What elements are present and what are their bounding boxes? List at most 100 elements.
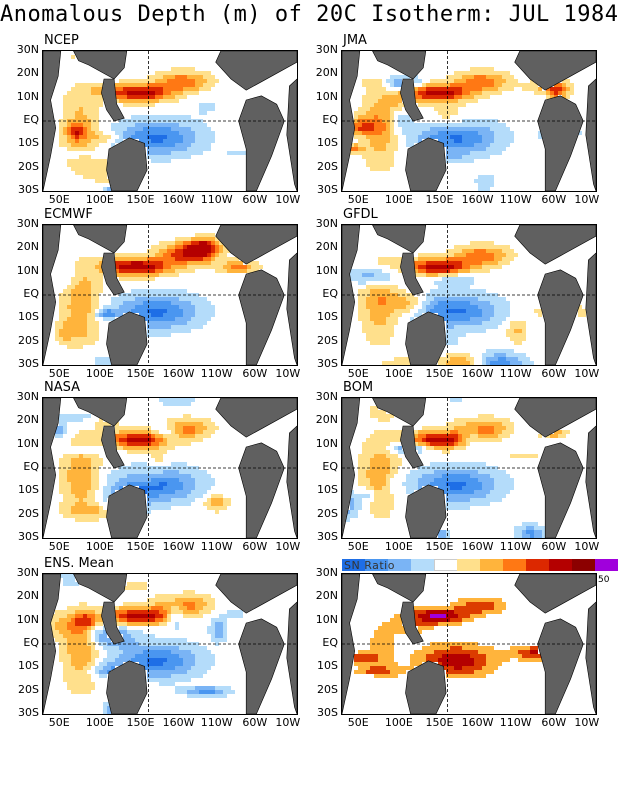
field-cell — [458, 418, 462, 422]
field-cell — [123, 434, 127, 438]
field-cell — [91, 442, 95, 446]
field-cell — [522, 530, 526, 534]
field-cell — [79, 99, 83, 103]
field-cell — [67, 494, 71, 498]
field-cell — [183, 75, 187, 79]
field-cell — [59, 622, 63, 626]
field-cell — [378, 301, 382, 305]
field-cell — [83, 297, 87, 301]
field-cell — [223, 502, 227, 506]
field-cell — [207, 430, 211, 434]
field-cell — [470, 123, 474, 127]
field-cell — [422, 430, 426, 434]
field-cell — [426, 87, 430, 91]
field-cell — [147, 502, 151, 506]
field-cell — [466, 257, 470, 261]
field-cell — [442, 135, 446, 139]
field-cell — [362, 79, 366, 83]
field-cell — [382, 337, 386, 341]
field-cell — [358, 289, 362, 293]
field-cell — [87, 269, 91, 273]
field-cell — [450, 79, 454, 83]
field-cell — [466, 442, 470, 446]
field-cell — [139, 482, 143, 486]
field-cell — [79, 261, 83, 265]
longitude-label: 60W — [242, 193, 268, 206]
field-cell — [195, 261, 199, 265]
field-cell — [71, 115, 75, 119]
field-cell — [183, 678, 187, 682]
field-cell — [490, 245, 494, 249]
field-cell — [139, 253, 143, 257]
field-cell — [131, 131, 135, 135]
field-cell — [187, 398, 191, 402]
field-cell — [131, 426, 135, 430]
field-cell — [135, 265, 139, 269]
field-cell — [115, 301, 119, 305]
field-cell — [414, 91, 418, 95]
field-cell — [506, 253, 510, 257]
field-cell — [530, 522, 534, 526]
field-cell — [219, 494, 223, 498]
field-cell — [227, 610, 231, 614]
field-cell — [486, 498, 490, 502]
field-cell — [514, 83, 518, 87]
field-cell — [382, 333, 386, 337]
field-cell — [494, 119, 498, 123]
field-cell — [87, 159, 91, 163]
land-mass — [286, 425, 297, 538]
field-cell — [482, 494, 486, 498]
field-cell — [394, 147, 398, 151]
field-cell — [183, 638, 187, 642]
field-cell — [494, 486, 498, 490]
field-cell — [446, 127, 450, 131]
field-cell — [366, 111, 370, 115]
field-cell — [454, 486, 458, 490]
field-cell — [450, 261, 454, 265]
field-cell — [462, 317, 466, 321]
field-cell — [554, 430, 558, 434]
field-cell — [75, 650, 79, 654]
anomaly-field — [43, 574, 297, 714]
field-cell — [378, 482, 382, 486]
field-cell — [462, 261, 466, 265]
field-cell — [199, 147, 203, 151]
latitude-label: 30S — [317, 530, 338, 543]
field-cell — [71, 654, 75, 658]
field-cell — [370, 155, 374, 159]
field-cell — [478, 83, 482, 87]
field-cell — [167, 91, 171, 95]
field-cell — [131, 135, 135, 139]
field-cell — [83, 329, 87, 333]
field-cell — [67, 634, 71, 638]
field-cell — [159, 321, 163, 325]
field-cell — [75, 99, 79, 103]
field-cell — [478, 71, 482, 75]
field-cell — [474, 325, 478, 329]
field-cell — [87, 482, 91, 486]
field-cell — [506, 249, 510, 253]
field-cell — [71, 650, 75, 654]
field-cell — [362, 151, 366, 155]
field-cell — [171, 610, 175, 614]
field-cell — [179, 402, 183, 406]
field-cell — [95, 293, 99, 297]
field-cell — [91, 329, 95, 333]
field-cell — [207, 313, 211, 317]
field-cell — [486, 301, 490, 305]
field-cell — [362, 325, 366, 329]
field-cell — [135, 79, 139, 83]
field-cell — [199, 434, 203, 438]
field-cell — [67, 578, 71, 582]
field-cell — [179, 301, 183, 305]
field-cell — [183, 301, 187, 305]
field-cell — [67, 131, 71, 135]
longitude-label: 150E — [126, 367, 155, 380]
field-cell — [183, 482, 187, 486]
field-cell — [191, 83, 195, 87]
field-cell — [83, 482, 87, 486]
field-cell — [502, 131, 506, 135]
map-panel: ECMWF 30N 20N 10N EQ 10S 20S 30S 50E 100E 150E 160W… — [0, 0, 301, 380]
field-cell — [378, 341, 382, 345]
field-cell — [362, 446, 366, 450]
